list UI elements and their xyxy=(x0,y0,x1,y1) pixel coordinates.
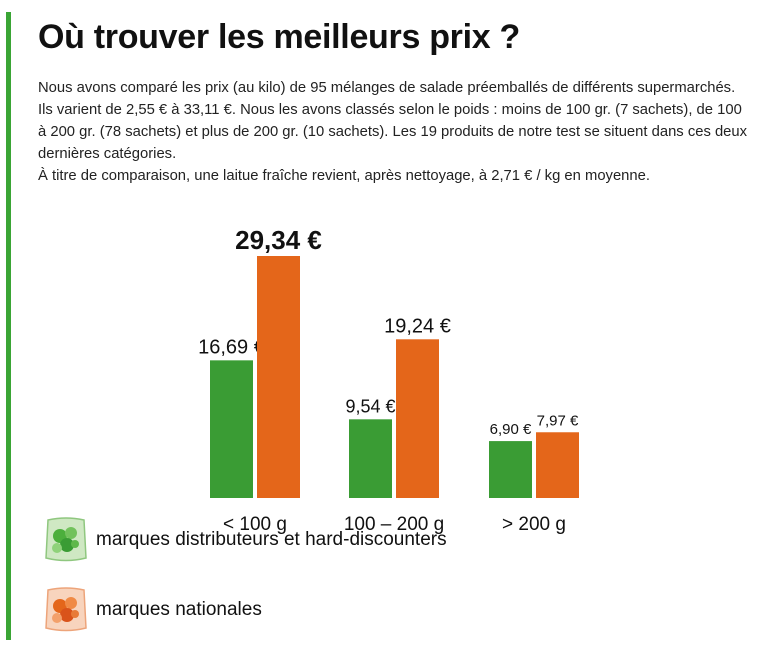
category-label-100-200-g: 100 – 200 g xyxy=(344,514,444,535)
data-label-national-3: 7,97 € xyxy=(537,412,579,429)
bar-distributor-3 xyxy=(489,441,532,498)
bar-national-2 xyxy=(396,339,439,498)
legend-item-national-brands: marques nationales xyxy=(40,584,262,636)
data-label-national-2: 19,24 € xyxy=(384,315,451,337)
bar-distributor-2 xyxy=(349,419,392,498)
left-accent-rule xyxy=(6,12,11,640)
legend-item-distributor-brands: marques distributeurs et hard-discounter… xyxy=(40,514,447,566)
orange-salad-bag-icon xyxy=(45,587,87,632)
page-title: Où trouver les meilleurs prix ? xyxy=(38,18,520,56)
category-label-100-g: < 100 g xyxy=(223,514,287,535)
data-label-distributor-3: 6,90 € xyxy=(490,421,532,438)
intro-text: Nous avons comparé les prix (au kilo) de… xyxy=(38,77,753,187)
green-salad-bag-icon xyxy=(45,517,87,562)
bar-distributor-1 xyxy=(210,360,253,498)
category-label-200-g: > 200 g xyxy=(502,514,566,535)
legend-label-distributor-brands: marques distributeurs et hard-discounter… xyxy=(96,529,447,550)
intro-paragraph-2: À titre de comparaison, une laitue fraîc… xyxy=(38,168,650,184)
intro-paragraph-1: Nous avons comparé les prix (au kilo) de… xyxy=(38,80,748,162)
data-label-distributor-2: 9,54 € xyxy=(345,396,395,416)
bar-national-3 xyxy=(536,432,579,498)
data-label-distributor-1: 16,69 € xyxy=(198,336,265,358)
bar-national-1 xyxy=(257,256,300,498)
legend-label-national-brands: marques nationales xyxy=(96,599,262,620)
data-label-national-1: 29,34 € xyxy=(235,225,322,255)
